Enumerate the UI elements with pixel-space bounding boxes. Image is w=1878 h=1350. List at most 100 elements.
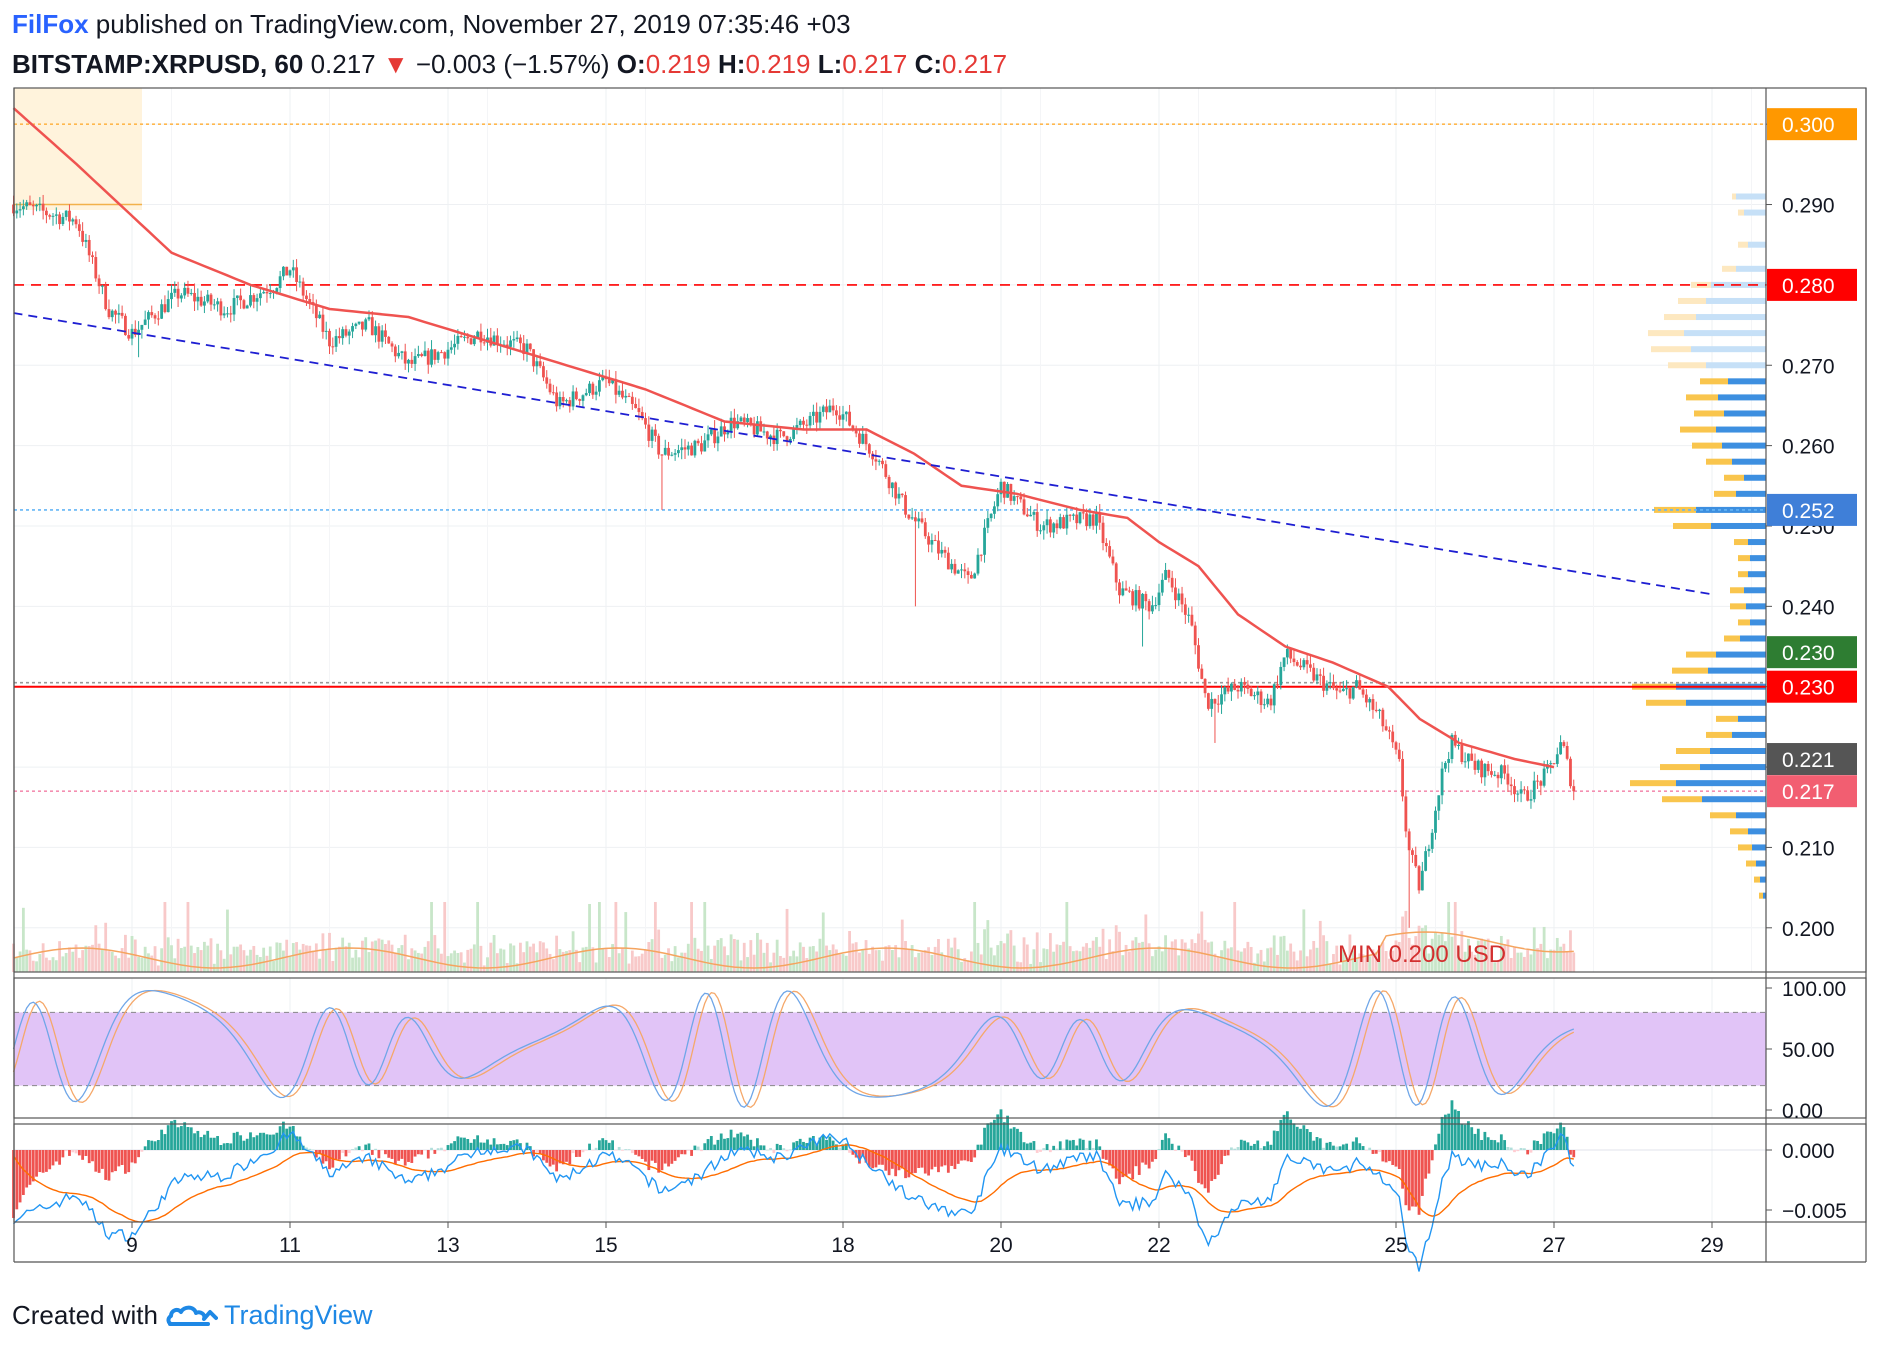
macd-histogram-bar <box>515 1139 519 1150</box>
volume-bar <box>337 946 341 972</box>
candle-body <box>1424 851 1428 871</box>
candle-body <box>920 518 924 523</box>
tradingview-brand[interactable]: TradingView <box>223 1300 373 1330</box>
descending-trendline[interactable] <box>13 312 1713 596</box>
volume-bar <box>74 944 78 972</box>
profile-bar-up <box>1732 193 1736 200</box>
profile-bar-down <box>1748 571 1766 578</box>
candle-body <box>189 292 193 294</box>
candle-body <box>1098 512 1102 523</box>
candle-body <box>77 224 81 231</box>
macd-histogram-bar <box>1463 1124 1467 1150</box>
volume-bar <box>1318 920 1322 972</box>
volume-bar <box>512 945 516 972</box>
macd-histogram-bar <box>877 1150 881 1165</box>
volume-bar <box>1019 962 1023 972</box>
candle-body <box>278 276 282 289</box>
candle-body <box>1394 742 1398 750</box>
volume-bar <box>25 949 29 972</box>
volume-bar <box>805 958 809 972</box>
volume-bar <box>1522 956 1526 972</box>
candle-body <box>1193 625 1197 646</box>
candle-body <box>433 349 437 360</box>
macd-histogram-bar <box>361 1150 364 1152</box>
candle-body <box>1058 517 1062 529</box>
author-link[interactable]: FilFox <box>12 9 89 39</box>
volume-bar <box>1499 935 1503 972</box>
volume-bar <box>288 956 292 972</box>
profile-bar-up <box>1673 522 1711 529</box>
candle-body <box>788 438 792 442</box>
candle-body <box>1022 499 1026 515</box>
macd-histogram-bar <box>1371 1150 1375 1154</box>
volume-bar <box>940 952 944 972</box>
candle-body <box>1068 514 1072 516</box>
macd-histogram-bar <box>1210 1150 1214 1181</box>
volume-bar <box>15 957 19 972</box>
candle-body <box>700 443 703 452</box>
candle-body <box>354 323 358 327</box>
volume-bar <box>397 948 401 972</box>
candle-body <box>686 445 690 450</box>
candle-body <box>1522 789 1526 791</box>
candle-body <box>446 349 450 359</box>
time-axis[interactable]: 9 11 13 15 18 20 22 25 27 29 <box>126 1222 1724 1257</box>
candle-body <box>624 395 628 398</box>
volume-bar <box>598 902 601 972</box>
volume-bar <box>58 941 61 972</box>
volume-bar <box>617 953 621 972</box>
macd-histogram-bar <box>723 1138 726 1150</box>
candle-body <box>100 285 104 287</box>
price-label-text: 0.300 <box>1782 114 1835 137</box>
macd-histogram-bar <box>1519 1147 1523 1150</box>
macd-histogram-bar <box>1002 1122 1006 1150</box>
profile-bar-up <box>1738 241 1748 248</box>
macd-histogram-bar <box>1019 1131 1023 1150</box>
candle-body <box>749 418 753 425</box>
macd-histogram-bar <box>1236 1147 1240 1150</box>
macd-histogram-bar <box>858 1150 861 1164</box>
macd-histogram-bar <box>1121 1150 1125 1178</box>
macd-histogram-bar <box>71 1150 75 1153</box>
symbol-title[interactable]: BITSTAMP:XRPUSD, 60 <box>12 49 304 79</box>
profile-bar-up <box>1754 876 1760 883</box>
macd-histogram-bar <box>867 1150 871 1167</box>
volume-bar <box>449 953 453 972</box>
macd-histogram-bar <box>647 1150 651 1171</box>
candle-body <box>854 428 858 434</box>
volume-bar <box>1414 936 1418 972</box>
macd-histogram-bar <box>956 1150 960 1164</box>
macd-histogram-bar <box>890 1150 894 1169</box>
candle-body <box>314 304 318 319</box>
volume-bar <box>1210 941 1214 972</box>
macd-histogram-bar <box>1318 1138 1322 1150</box>
candle-body <box>495 335 499 345</box>
macd-histogram-bar <box>1404 1150 1408 1206</box>
price-label-text: 0.252 <box>1782 500 1835 523</box>
candle-body <box>328 330 331 347</box>
profile-bar-down <box>1716 426 1766 433</box>
profile-bar-down <box>1684 330 1766 337</box>
volume-bar <box>235 946 239 972</box>
volume-bar <box>196 947 200 972</box>
macd-histogram-bar <box>769 1147 772 1150</box>
volume-bar <box>1302 909 1306 972</box>
chart-canvas[interactable]: MIN 0.200 USD 0.2000.2100.2200.2300.2400… <box>0 0 1878 1290</box>
volume-bar <box>749 940 753 972</box>
macd-histogram-bar <box>28 1150 32 1185</box>
volume-bar <box>476 902 480 972</box>
volume-bar <box>999 940 1003 972</box>
macd-histogram-bar <box>120 1150 124 1165</box>
candle-body <box>1401 758 1404 797</box>
volume-bar <box>1088 947 1092 972</box>
volume-bar <box>1167 947 1171 972</box>
candle-body <box>663 447 667 455</box>
volume-bar <box>459 952 463 972</box>
macd-histogram-bar <box>887 1150 891 1176</box>
volume-bar <box>762 952 766 972</box>
volume-bar <box>1121 955 1125 972</box>
volume-bar <box>1055 944 1059 972</box>
candle-body <box>282 266 285 277</box>
macd-histogram-bar <box>841 1144 845 1150</box>
macd-histogram-bar <box>1144 1150 1148 1165</box>
